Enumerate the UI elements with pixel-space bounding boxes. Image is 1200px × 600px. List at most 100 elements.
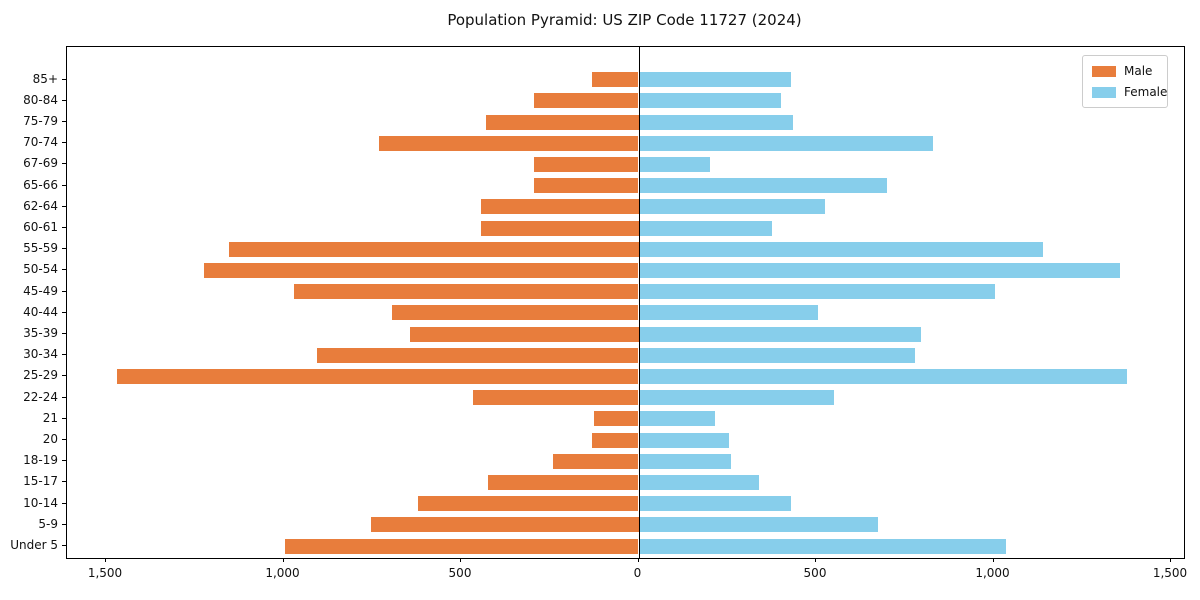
female-bar — [638, 93, 781, 109]
y-tick-mark — [62, 290, 66, 292]
male-bar — [592, 432, 639, 448]
male-bar — [480, 220, 639, 236]
male-bar — [485, 114, 639, 130]
y-tick-label: 40-44 — [23, 304, 58, 319]
female-bar — [638, 305, 818, 321]
y-tick-label: 21 — [42, 410, 58, 425]
y-tick-label: 5-9 — [38, 516, 58, 531]
female-bar — [638, 72, 792, 88]
x-tick-mark — [460, 558, 461, 562]
male-bar — [203, 262, 639, 278]
y-tick-label: 85+ — [32, 71, 58, 86]
male-bar — [116, 368, 639, 384]
legend-female-swatch — [1092, 86, 1116, 98]
legend-male-label: Male — [1124, 64, 1153, 78]
x-tick-label: 1,500 — [1152, 566, 1188, 580]
y-tick-mark — [62, 333, 66, 334]
y-tick-label: 18-19 — [23, 453, 58, 468]
male-bar — [391, 305, 639, 321]
plot-area: Male Female — [66, 46, 1185, 559]
y-tick-label: 67-69 — [23, 156, 58, 171]
y-tick-mark — [62, 205, 66, 207]
x-tick-mark — [815, 558, 816, 562]
male-bar — [553, 453, 639, 469]
male-bar — [487, 474, 639, 490]
y-tick-mark — [62, 269, 66, 271]
female-bar — [638, 517, 879, 533]
y-tick-mark — [62, 545, 66, 546]
female-bar — [638, 262, 1120, 278]
female-bar — [638, 390, 834, 406]
x-tick-label: 500 — [448, 566, 472, 580]
male-bar — [285, 538, 639, 554]
female-bar — [638, 199, 825, 215]
x-tick-label: 1,000 — [265, 566, 300, 580]
male-bar — [379, 135, 639, 151]
female-bar — [638, 178, 887, 194]
male-bar — [370, 517, 639, 533]
male-bar — [480, 199, 639, 215]
legend-item-male: Male — [1092, 63, 1158, 79]
male-bar — [294, 284, 639, 300]
x-tick-label: 1,500 — [87, 566, 123, 580]
x-tick-mark — [992, 558, 994, 562]
y-tick-label: 15-17 — [23, 474, 58, 489]
female-bar — [638, 453, 731, 469]
female-bar — [638, 347, 916, 363]
x-tick-label: 1,000 — [975, 566, 1010, 580]
y-tick-label: Under 5 — [10, 538, 58, 552]
y-tick-label: 80-84 — [23, 92, 58, 107]
female-bar — [638, 114, 793, 130]
y-tick-mark — [62, 460, 66, 462]
female-bar — [638, 432, 729, 448]
zero-axis-line — [638, 47, 640, 558]
y-tick-mark — [62, 375, 66, 377]
x-tick-mark — [1170, 558, 1171, 562]
y-tick-label: 30-34 — [23, 347, 58, 362]
y-tick-label: 62-64 — [23, 198, 58, 213]
y-tick-label: 25-29 — [23, 368, 58, 383]
female-bar — [638, 326, 921, 342]
y-tick-mark — [62, 99, 66, 101]
legend-female-label: Female — [1124, 85, 1168, 99]
y-tick-mark — [62, 396, 66, 398]
x-tick-mark — [637, 558, 639, 562]
chart-title: Population Pyramid: US ZIP Code 11727 (2… — [447, 11, 802, 29]
female-bar — [638, 284, 996, 300]
x-tick-mark — [105, 558, 106, 562]
y-tick-mark — [62, 417, 66, 419]
y-tick-mark — [62, 481, 66, 483]
male-bar — [533, 93, 639, 109]
y-tick-label: 50-54 — [23, 262, 58, 277]
y-tick-mark — [62, 354, 66, 356]
y-tick-label: 70-74 — [23, 135, 58, 150]
female-bar — [638, 368, 1127, 384]
y-tick-mark — [62, 523, 66, 525]
y-tick-label: 45-49 — [23, 283, 58, 298]
female-bar — [638, 156, 710, 172]
y-tick-mark — [62, 78, 66, 80]
y-tick-mark — [62, 163, 66, 165]
x-tick-label: 500 — [803, 566, 827, 580]
female-bar — [638, 135, 934, 151]
male-bar — [533, 178, 639, 194]
legend-item-female: Female — [1092, 84, 1167, 100]
y-tick-mark — [62, 227, 66, 228]
legend: Male Female — [1082, 55, 1168, 108]
y-tick-label: 75-79 — [23, 114, 58, 128]
male-bar — [317, 347, 639, 363]
female-bar — [638, 411, 715, 427]
y-tick-mark — [62, 142, 66, 144]
y-tick-label: 65-66 — [23, 177, 58, 192]
y-tick-mark — [62, 311, 66, 313]
male-bar — [594, 411, 639, 427]
female-bar — [638, 538, 1006, 554]
male-bar — [418, 496, 639, 512]
y-tick-mark — [62, 439, 66, 440]
x-tick-mark — [282, 558, 284, 562]
y-tick-mark — [62, 502, 66, 504]
y-tick-label: 35-39 — [23, 326, 58, 340]
y-tick-label: 10-14 — [23, 495, 58, 510]
y-tick-label: 20 — [42, 432, 58, 446]
